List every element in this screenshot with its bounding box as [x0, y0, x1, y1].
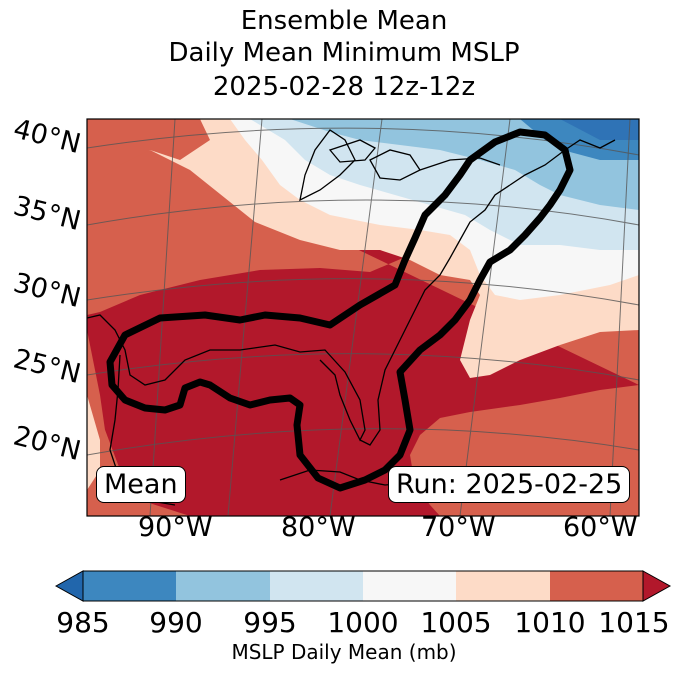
lon-label-70w: 70°W	[421, 512, 496, 543]
map-frame	[86, 118, 640, 517]
colorbar	[54, 570, 672, 602]
lon-label-80w: 80°W	[281, 512, 356, 543]
lon-label-90w: 90°W	[138, 512, 213, 543]
colorbar-tick-1010: 1010	[514, 606, 586, 639]
colorbar-cell-995	[270, 571, 363, 601]
colorbar-tick-1005: 1005	[420, 606, 492, 639]
colorbar-cell-1010	[550, 571, 643, 601]
mean-box: Mean	[96, 466, 186, 503]
colorbar-tick-990: 990	[149, 606, 203, 639]
pressure-band-1010-upper-left	[87, 119, 210, 185]
colorbar-cell-1005	[456, 571, 550, 601]
colorbar-frame	[82, 570, 644, 602]
colorbar-tick-985: 985	[56, 606, 110, 639]
colorbar-tick-1015: 1015	[598, 606, 670, 639]
colorbar-tick-1000: 1000	[327, 606, 399, 639]
run-date-box: Run: 2025-02-25	[388, 466, 631, 503]
colorbar-min-extend	[54, 570, 84, 602]
colorbar-max-extend	[642, 570, 672, 602]
title-line-2: Daily Mean Minimum MSLP	[168, 38, 520, 68]
colorbar-cell-985	[83, 571, 176, 601]
lon-label-60w: 60°W	[563, 512, 638, 543]
colorbar-tick-995: 995	[243, 606, 297, 639]
colorbar-cell-1000	[363, 571, 456, 601]
pressure-band-low	[560, 119, 639, 140]
colorbar-cell-990	[176, 571, 270, 601]
title-line-3: 2025-02-28 12z-12z	[212, 72, 476, 102]
title-line-1: Ensemble Mean	[240, 6, 448, 36]
contour-outline	[106, 128, 574, 492]
colorbar-label: MSLP Daily Mean (mb)	[231, 640, 457, 664]
